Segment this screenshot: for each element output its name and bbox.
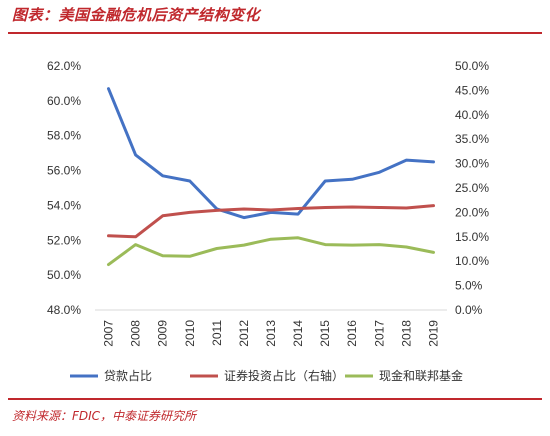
- right-axis-tick-label: 50.0%: [455, 59, 489, 73]
- x-axis-tick-label: 2012: [237, 320, 251, 347]
- left-axis-tick-label: 56.0%: [47, 164, 81, 178]
- left-axis-tick-label: 62.0%: [47, 59, 81, 73]
- x-axis-tick-label: 2008: [129, 320, 143, 347]
- x-axis-tick-label: 2016: [345, 320, 359, 347]
- x-axis-tick-label: 2009: [156, 320, 170, 347]
- x-axis-tick-label: 2018: [399, 320, 413, 347]
- x-axis-tick-label: 2007: [102, 320, 116, 347]
- source-divider: [8, 398, 542, 400]
- left-axis-tick-label: 58.0%: [47, 129, 81, 143]
- left-axis-tick-label: 54.0%: [47, 198, 81, 212]
- legend-label-2: 证券投资占比（右轴）: [224, 368, 344, 383]
- x-axis-tick-label: 2010: [183, 320, 197, 347]
- right-axis-tick-label: 20.0%: [455, 205, 489, 219]
- right-axis-tick-label: 25.0%: [455, 181, 489, 195]
- left-axis-tick-label: 48.0%: [47, 303, 81, 317]
- left-axis-tick-label: 50.0%: [47, 268, 81, 282]
- right-axis-tick-label: 35.0%: [455, 132, 489, 146]
- right-axis-tick-label: 0.0%: [455, 303, 483, 317]
- x-axis-tick-label: 2014: [291, 320, 305, 347]
- legend-label-3: 现金和联邦基金: [379, 368, 463, 383]
- right-axis-tick-label: 5.0%: [455, 279, 483, 293]
- source-note: 资料来源：FDIC，中泰证券研究所: [12, 409, 197, 423]
- chart-title: 图表：美国金融危机后资产结构变化: [12, 6, 261, 24]
- right-axis-tick-label: 30.0%: [455, 157, 489, 171]
- x-axis-tick-label: 2019: [426, 320, 440, 347]
- x-axis-tick-label: 2017: [372, 320, 386, 347]
- left-axis-tick-label: 60.0%: [47, 94, 81, 108]
- x-axis-tick-label: 2015: [318, 320, 332, 347]
- series-line-3: [107, 236, 435, 267]
- right-axis-tick-label: 15.0%: [455, 230, 489, 244]
- right-axis-tick-label: 45.0%: [455, 83, 489, 97]
- series-line-1: [107, 87, 435, 220]
- right-axis-tick-label: 10.0%: [455, 254, 489, 268]
- legend-label-1: 贷款占比: [104, 368, 152, 383]
- left-axis-tick-label: 52.0%: [47, 233, 81, 247]
- title-divider: [8, 32, 542, 34]
- right-axis-tick-label: 40.0%: [455, 108, 489, 122]
- x-axis-tick-label: 2011: [210, 320, 224, 346]
- x-axis-tick-label: 2013: [264, 320, 278, 347]
- series-line-2: [107, 204, 435, 239]
